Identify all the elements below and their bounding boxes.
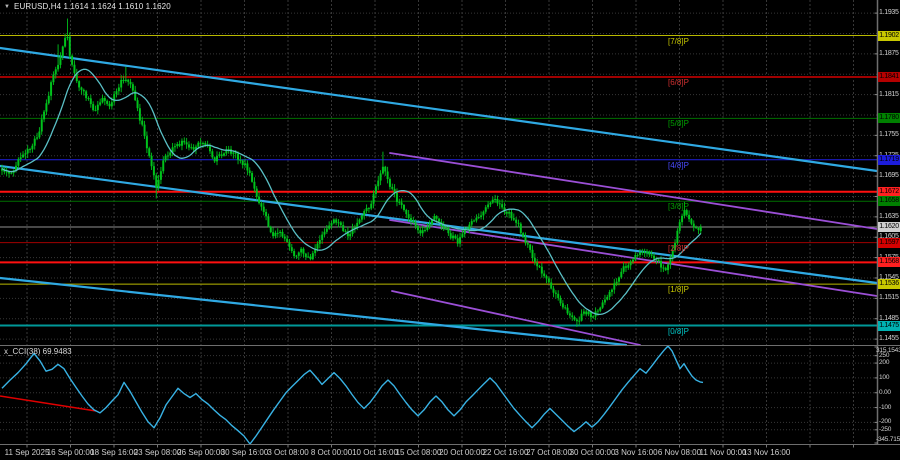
- price-axis-label: 1.1605: [879, 233, 900, 241]
- cci-line: [1, 345, 704, 445]
- price-axis-label: 1.1875: [879, 49, 899, 57]
- time-axis-label: 18 Sep 16:00: [90, 448, 138, 457]
- murrey-label--0-8--: [0/8]P: [668, 326, 689, 336]
- cci-axis-label: -250: [879, 425, 892, 433]
- price-axis-label: 1.1485: [879, 314, 899, 322]
- time-axis-label: 30 Sep 16:00: [220, 448, 269, 457]
- price-level-box: 1.1672: [878, 186, 900, 197]
- price-axis-label: 1.1455: [879, 335, 899, 343]
- murrey-label--3-8--: [3/8]P: [668, 202, 689, 212]
- time-axis-label: 22 Oct 16:00: [482, 448, 529, 457]
- moving-average-line: [1, 68, 702, 316]
- price-axis-label: 1.1695: [879, 172, 899, 180]
- grid: [0, 0, 878, 444]
- price-level-box: 1.1780: [878, 113, 900, 124]
- time-axis-label: 13 Nov 16:00: [742, 448, 791, 457]
- cci-axis-label: 200: [879, 359, 890, 367]
- price-levels: [0, 35, 878, 327]
- price-level-box: 1.1841: [878, 71, 900, 82]
- cci-axis-label: 250: [879, 351, 890, 359]
- cci-indicator-label: x_CCI(38) 69.9483: [4, 347, 72, 356]
- price-level-box: 1.1597: [878, 237, 900, 248]
- cci-axis-label: -100: [879, 403, 892, 411]
- time-axis-label: 15 Oct 08:00: [395, 448, 442, 457]
- murrey-label--7-8--: [7/8]P: [668, 36, 689, 46]
- cci-axis-label: 100: [879, 373, 890, 381]
- price-axis-label: 1.1635: [879, 212, 899, 220]
- time-axis-label: 30 Oct 00:00: [569, 448, 616, 457]
- time-axis-label: 20 Oct 00:00: [439, 448, 485, 457]
- price-axis-label: 1.1545: [879, 273, 899, 281]
- price-level-box: 1.1719: [878, 154, 900, 165]
- time-axis-label: 23 Sep 08:00: [133, 448, 182, 457]
- murrey-label--4-8--: [4/8]P: [668, 160, 689, 170]
- price-level-box: 1.1658: [878, 196, 900, 207]
- price-axis-label: 1.1515: [879, 294, 899, 302]
- cci-axis-label: -200: [879, 418, 892, 426]
- time-axis-label: 3 Oct 08:00: [267, 448, 309, 457]
- time-axis-label: 16 Sep 00:00: [46, 448, 95, 457]
- symbol-ohlc-title: EURUSD,H4 1.1614 1.1624 1.1610 1.1620: [14, 2, 171, 11]
- price-axis-label: 1.1935: [879, 9, 899, 17]
- trend-lines: [0, 46, 879, 412]
- candlesticks-series: [1, 18, 702, 327]
- time-axis-label: 27 Oct 08:00: [526, 448, 572, 457]
- time-axis-label: 10 Oct 16:00: [352, 448, 398, 457]
- price-level-box: 1.1568: [878, 257, 900, 268]
- price-level-box: 1.1902: [878, 30, 900, 41]
- murrey-label--1-8--: [1/8]P: [668, 285, 689, 295]
- murrey-label--2-8--: [2/8]P: [668, 243, 689, 253]
- price-axis-label: 1.1755: [879, 131, 899, 139]
- time-axis-label: 11 Nov 00:00: [699, 448, 747, 457]
- time-axis-label: 8 Oct 00:00: [310, 448, 353, 457]
- price-axis-label: 1.1815: [879, 90, 899, 98]
- murrey-label--5-8--: [5/8]P: [668, 119, 689, 129]
- murrey-label--6-8--: [6/8]P: [668, 77, 689, 87]
- price-level-box: 1.1620: [878, 222, 900, 233]
- cci-axis-label: 0.00: [879, 388, 891, 396]
- collapse-triangle-icon[interactable]: ▼: [4, 4, 11, 10]
- chart-title: ▼ EURUSD,H4 1.1614 1.1624 1.1610 1.1620: [4, 2, 171, 11]
- time-axis-label: 11 Sep 2025: [4, 448, 50, 457]
- axes: [0, 0, 900, 448]
- price-axis-label: 1.1575: [879, 254, 900, 262]
- time-axis-label: 26 Sep 00:00: [177, 448, 225, 457]
- time-axis-label: 6 Nov 08:00: [657, 448, 702, 457]
- cci-axis-label: -345.7154: [876, 436, 900, 443]
- cci-axis-label: 315.1543: [876, 347, 900, 354]
- price-level-box: 1.1536: [878, 279, 900, 290]
- price-level-box: 1.1475: [878, 320, 900, 331]
- time-axis-label: 3 Nov 16:00: [614, 448, 658, 457]
